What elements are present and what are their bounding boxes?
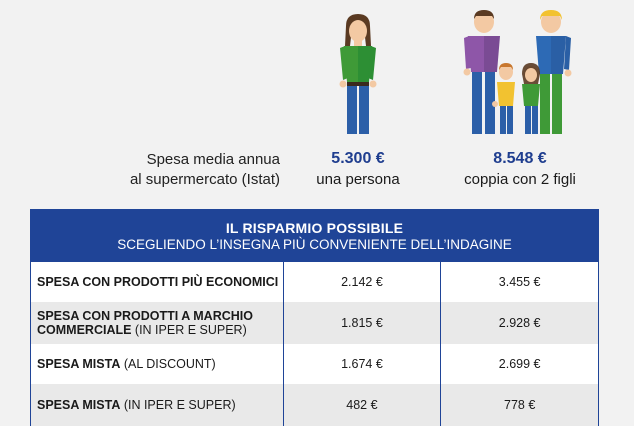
woman-figure-icon <box>339 14 377 134</box>
summary-label-line1: Spesa media annua <box>146 151 280 168</box>
family-amount: 8.548 € <box>493 150 547 167</box>
single-person-value: 482 € <box>284 384 442 426</box>
family-value: 2.928 € <box>498 316 541 330</box>
single-person-summary: 5.300 € una persona <box>298 148 418 190</box>
family-value: 2.699 € <box>498 357 541 371</box>
single-person-caption: una persona <box>316 171 400 188</box>
istat-spending-label: Spesa media annua al supermercato (Istat… <box>60 150 280 190</box>
savings-table: IL RISPARMIO POSSIBILE SCEGLIENDO L’INSE… <box>30 209 599 426</box>
row-label: SPESA CON PRODOTTI PIÙ ECONOMICI <box>31 262 284 302</box>
table-header: IL RISPARMIO POSSIBILE SCEGLIENDO L’INSE… <box>30 209 599 262</box>
table-title: IL RISPARMIO POSSIBILE <box>225 220 404 236</box>
single-person-value: 2.142 € <box>284 262 442 302</box>
table-row: SPESA MISTA (IN IPER E SUPER) 482 € 778 … <box>30 384 599 426</box>
single-person-amount: 5.300 € <box>331 150 385 167</box>
row-label: SPESA MISTA (AL DISCOUNT) <box>31 344 284 384</box>
summary-label-line2: al supermercato (Istat) <box>129 171 280 188</box>
single-person-value: 1.674 € <box>284 344 442 384</box>
table-row: SPESA CON PRODOTTI A MARCHIO COMMERCIALE… <box>30 302 599 344</box>
family-value: 778 € <box>504 398 536 412</box>
row-label: SPESA CON PRODOTTI A MARCHIO COMMERCIALE… <box>31 302 284 344</box>
table-row: SPESA MISTA (AL DISCOUNT) 1.674 € 2.699 … <box>30 344 599 384</box>
single-person-value: 1.815 € <box>284 302 442 344</box>
row-label: SPESA MISTA (IN IPER E SUPER) <box>31 384 284 426</box>
family-summary: 8.548 € coppia con 2 figli <box>440 148 600 190</box>
family-value: 3.455 € <box>498 275 541 289</box>
family-figure-icon <box>463 10 572 134</box>
table-row: SPESA CON PRODOTTI PIÙ ECONOMICI 2.142 €… <box>30 262 599 302</box>
family-caption: coppia con 2 figli <box>464 171 576 188</box>
table-subtitle: SCEGLIENDO L’INSEGNA PIÙ CONVENIENTE DEL… <box>117 237 512 252</box>
